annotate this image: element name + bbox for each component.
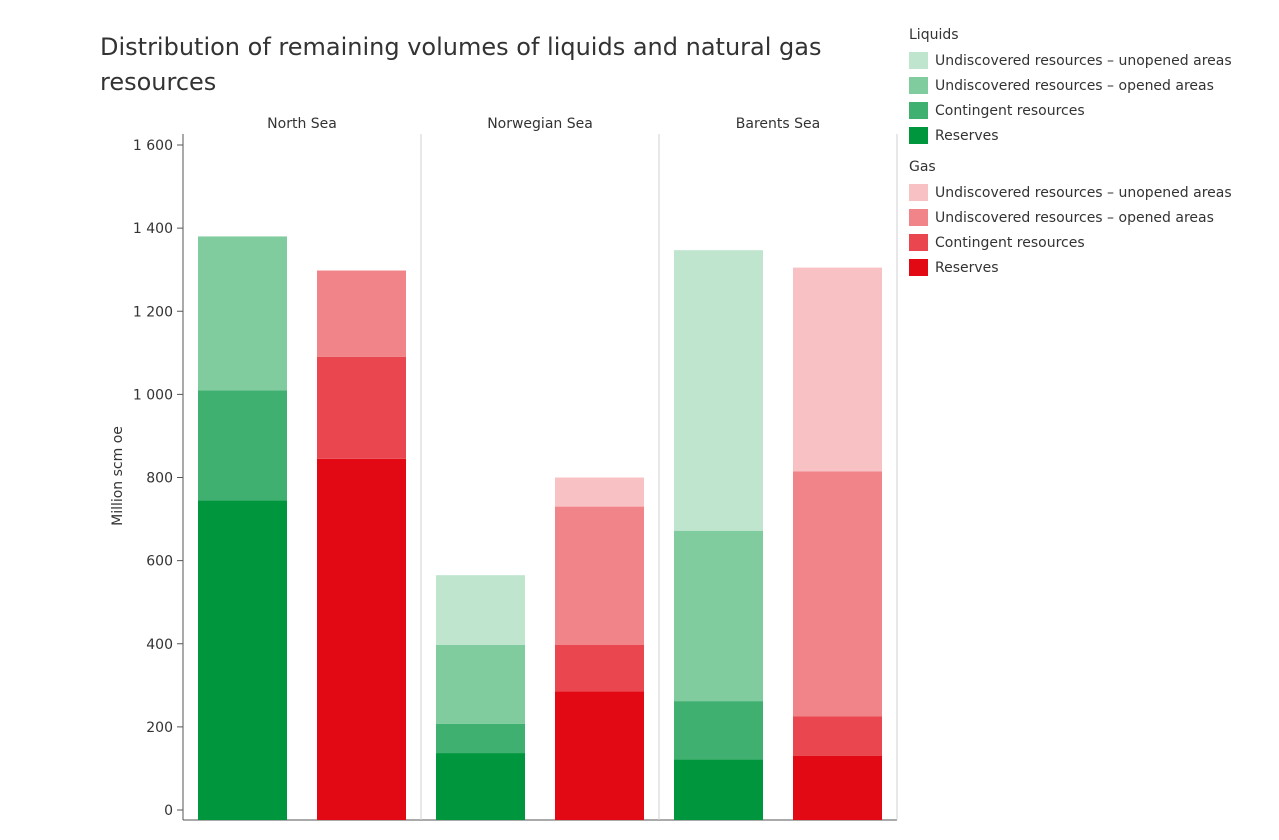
legend-item: Undiscovered resources – opened areas (909, 73, 1269, 98)
bar-gas-contingent-resources (793, 716, 882, 756)
bar-gas-reserves (555, 691, 644, 820)
bar-liquids-undiscovered-resources-unopened-areas (436, 575, 525, 645)
legend-gap (909, 148, 1269, 158)
y-tick-label: 1 200 (133, 304, 173, 320)
legend-item: Contingent resources (909, 230, 1269, 255)
legend-item: Contingent resources (909, 98, 1269, 123)
bar-liquids-undiscovered-resources-opened-areas (436, 644, 525, 724)
legend-swatch (909, 209, 928, 226)
legend: Liquids Undiscovered resources – unopened… (909, 26, 1269, 280)
chart-title: Distribution of remaining volumes of liq… (100, 33, 822, 96)
y-tick-label: 800 (146, 471, 173, 487)
legend-label: Contingent resources (935, 102, 1085, 119)
legend-item: Reserves (909, 123, 1269, 148)
legend-label: Undiscovered resources – unopened areas (935, 184, 1232, 201)
bar-liquids-reserves (198, 500, 287, 820)
legend-label: Undiscovered resources – opened areas (935, 77, 1214, 94)
legend-group-title: Gas (909, 159, 936, 175)
bar-liquids-undiscovered-resources-opened-areas (674, 530, 763, 702)
y-tick-label: 0 (164, 803, 173, 819)
bar-gas-undiscovered-resources-opened-areas (793, 471, 882, 717)
y-tick-label: 200 (146, 720, 173, 736)
bar-liquids-contingent-resources (198, 390, 287, 501)
bar-liquids-reserves (436, 753, 525, 820)
bar-liquids-undiscovered-resources-unopened-areas (674, 250, 763, 531)
bar-gas-undiscovered-resources-opened-areas (317, 270, 406, 357)
legend-label: Undiscovered resources – opened areas (935, 209, 1214, 226)
legend-swatch (909, 52, 928, 69)
legend-swatch (909, 184, 928, 201)
bars-layer (198, 236, 882, 820)
bar-gas-undiscovered-resources-opened-areas (555, 506, 644, 645)
legend-swatch (909, 234, 928, 251)
bar-liquids-reserves (674, 759, 763, 820)
y-axis-title: Million scm oe (110, 426, 126, 526)
bar-liquids-contingent-resources (436, 723, 525, 754)
legend-swatch (909, 259, 928, 276)
bar-liquids-contingent-resources (674, 701, 763, 760)
legend-item: Undiscovered resources – unopened areas (909, 48, 1269, 73)
chart-plot: 0 200 400 600 800 1 000 1 200 1 400 1 600 Million… (110, 116, 898, 821)
bar-gas-reserves (793, 755, 882, 820)
y-tick-label: 1 000 (133, 387, 173, 403)
legend-label: Undiscovered resources – unopened areas (935, 52, 1232, 69)
bar-gas-undiscovered-resources-unopened-areas (555, 477, 644, 507)
legend-swatch (909, 127, 928, 144)
y-tick-label: 1 600 (133, 138, 173, 154)
legend-item: Undiscovered resources – opened areas (909, 205, 1269, 230)
legend-swatch (909, 77, 928, 94)
y-tick-label: 1 400 (133, 221, 173, 237)
legend-item: Reserves (909, 255, 1269, 280)
panel-label-barents-sea: Barents Sea (736, 116, 820, 132)
y-tick-label: 600 (146, 554, 173, 570)
axes-layer: 0 200 400 600 800 1 000 1 200 1 400 1 600 Million… (110, 116, 898, 821)
legend-label: Reserves (935, 127, 999, 144)
bar-gas-undiscovered-resources-unopened-areas (793, 267, 882, 472)
legend-swatch (909, 102, 928, 119)
bar-gas-contingent-resources (555, 644, 644, 692)
bar-gas-reserves (317, 458, 406, 820)
y-tick-label: 400 (146, 637, 173, 653)
legend-group-title: Liquids (909, 27, 959, 43)
bar-liquids-undiscovered-resources-opened-areas (198, 236, 287, 391)
legend-label: Reserves (935, 259, 999, 276)
panel-label-norwegian-sea: Norwegian Sea (487, 116, 593, 132)
legend-item: Undiscovered resources – unopened areas (909, 180, 1269, 205)
panel-label-north-sea: North Sea (267, 116, 337, 132)
bar-gas-contingent-resources (317, 356, 406, 459)
legend-label: Contingent resources (935, 234, 1085, 251)
